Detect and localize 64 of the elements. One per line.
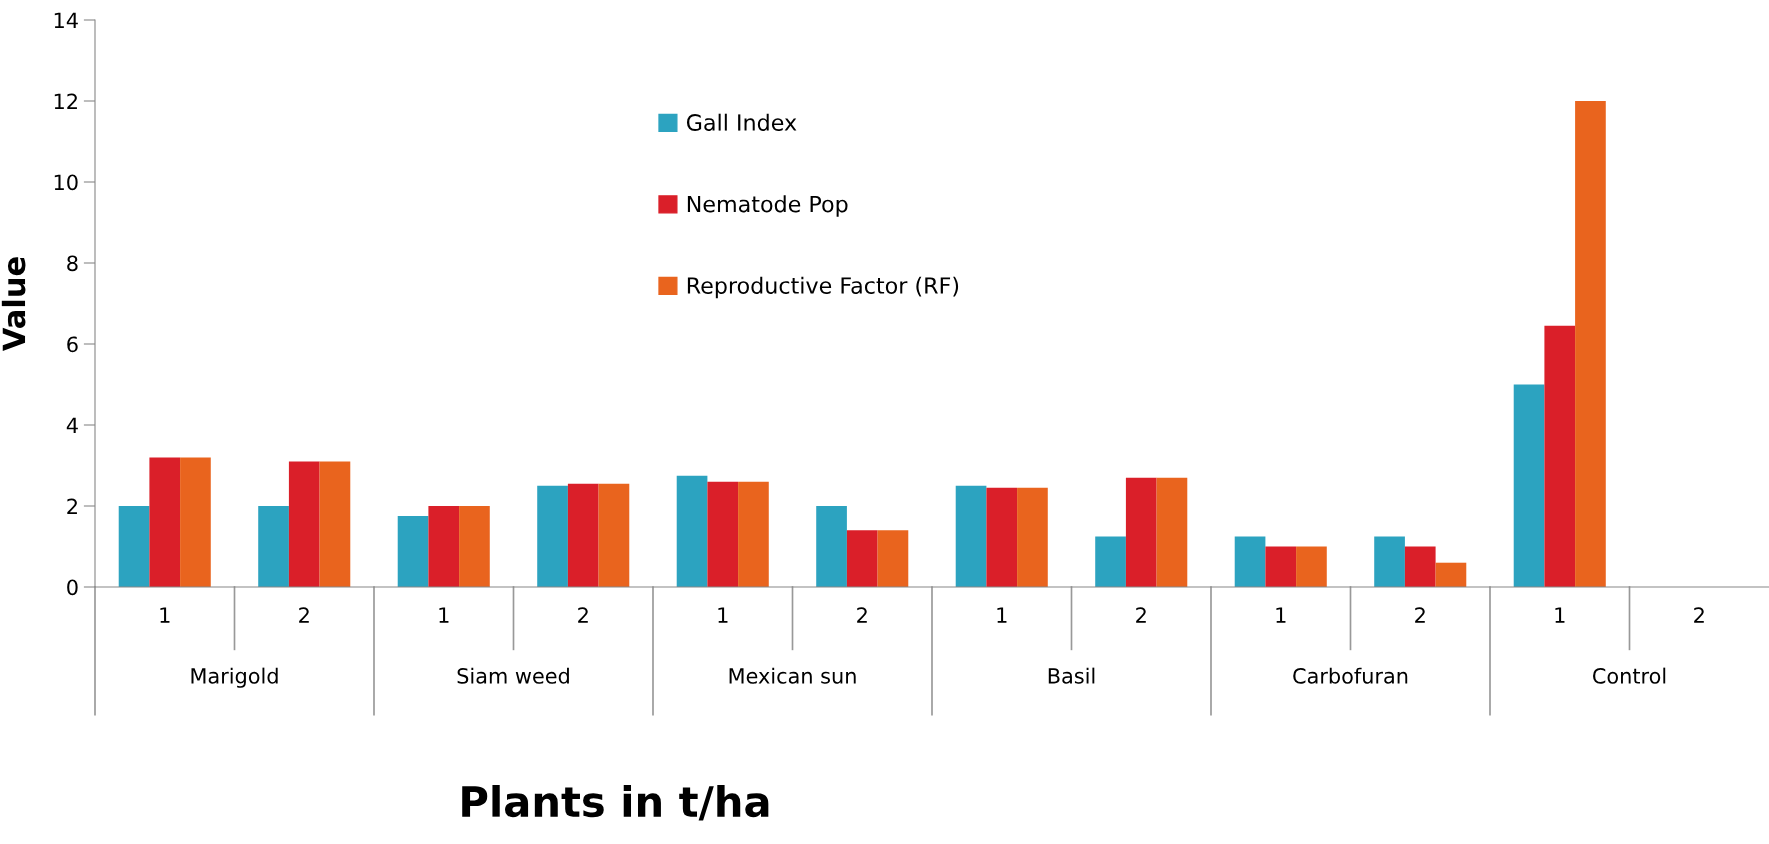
text: Siam weed	[457, 667, 569, 684]
bar	[676, 475, 708, 587]
bar	[1374, 536, 1405, 587]
x-tick-label: 1	[997, 607, 1007, 623]
bar	[1265, 546, 1297, 587]
bar	[1575, 101, 1606, 587]
y-tick-label: 4	[66, 417, 78, 433]
y-tick-label: 0	[67, 579, 78, 596]
x-tick-label: 2	[299, 607, 309, 623]
bar	[846, 530, 878, 587]
text: Basil	[1048, 667, 1095, 684]
text: Marigold	[191, 667, 278, 688]
y-tick-label: 2	[67, 498, 77, 514]
text: Control	[1593, 667, 1666, 684]
bar	[567, 483, 599, 587]
bar	[1404, 546, 1436, 587]
bar	[1125, 477, 1157, 587]
bar	[149, 457, 181, 587]
y-tick-label: 6	[67, 336, 78, 353]
bar	[1513, 384, 1545, 587]
bar	[1156, 477, 1188, 587]
bar	[816, 506, 847, 587]
bar	[1296, 546, 1327, 587]
bar	[1234, 536, 1266, 587]
bar	[598, 483, 630, 587]
y-tick-label: 14	[54, 12, 78, 28]
legend-label: Gall Index	[686, 113, 797, 131]
bar	[1017, 487, 1048, 587]
y-tick-label: 8	[67, 255, 78, 272]
bar	[319, 461, 351, 587]
bar	[118, 506, 150, 587]
bar	[180, 457, 211, 587]
x-tick-label: 2	[857, 607, 867, 623]
bar	[428, 506, 460, 587]
x-axis-title: Plants in t/ha	[462, 785, 769, 821]
x-tick-label: 1	[160, 607, 170, 623]
bar	[1435, 562, 1467, 587]
bar	[955, 485, 987, 587]
text: Mexican sun	[729, 667, 856, 684]
text: Carbofuran	[1293, 667, 1408, 684]
x-tick-label: 2	[1136, 607, 1146, 623]
y-tick-label: 12	[54, 93, 77, 109]
bar	[397, 516, 429, 587]
bar	[459, 506, 490, 587]
legend-label: Reproductive Factor (RF)	[687, 276, 959, 299]
bar	[877, 530, 909, 587]
bar	[288, 461, 320, 587]
y-tick-label: 10	[54, 174, 78, 191]
x-tick-label: 2	[1694, 607, 1704, 623]
x-tick-label: 2	[1415, 607, 1425, 623]
bar	[707, 481, 739, 587]
x-tick-label: 1	[718, 607, 728, 623]
bar	[1095, 536, 1126, 587]
bar	[537, 485, 568, 587]
x-tick-label: 1	[1276, 607, 1286, 623]
bar	[1544, 325, 1576, 587]
bar	[258, 506, 289, 587]
bar	[986, 487, 1018, 587]
y-axis-title: Value	[1, 257, 26, 352]
x-tick-label: 1	[1555, 607, 1565, 623]
x-tick-label: 2	[578, 607, 588, 623]
legend-label: Nematode Pop	[687, 195, 848, 217]
bar	[738, 481, 769, 587]
x-tick-label: 1	[439, 607, 449, 623]
